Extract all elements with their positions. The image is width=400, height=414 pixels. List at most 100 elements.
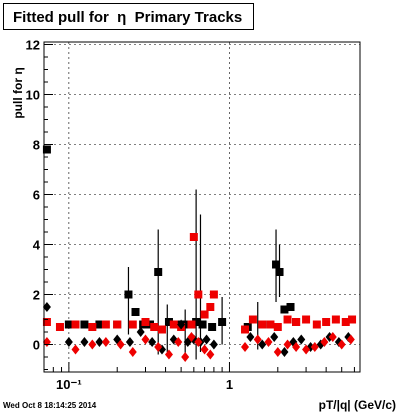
point-diamond — [101, 337, 110, 347]
y-tick-label: 4 — [33, 238, 41, 253]
point-diamond — [80, 337, 89, 347]
point-diamond — [88, 339, 97, 350]
point-square — [206, 303, 215, 311]
point-square — [283, 315, 292, 324]
point-square — [248, 315, 257, 324]
point-square — [266, 320, 275, 329]
data-points — [42, 145, 357, 362]
point-square — [164, 318, 173, 326]
point-square — [286, 303, 295, 311]
point-diamond — [320, 337, 329, 347]
point-diamond — [194, 337, 203, 347]
point-diamond — [264, 337, 273, 347]
y-tick-label: 6 — [33, 188, 40, 203]
point-square — [208, 323, 217, 331]
point-diamond — [187, 332, 196, 342]
point-diamond — [177, 319, 186, 330]
point-square — [71, 320, 80, 329]
point-diamond — [273, 347, 282, 357]
point-square — [341, 318, 350, 326]
point-square — [258, 320, 267, 329]
point-square — [150, 323, 159, 331]
y-tick-label: 12 — [26, 38, 40, 53]
point-diamond — [128, 347, 137, 357]
x-axis-label: pT/|q| (GeV/c) — [318, 398, 396, 412]
point-square — [141, 318, 150, 326]
point-diamond — [116, 339, 125, 350]
point-diamond — [164, 349, 173, 360]
point-square — [189, 233, 198, 241]
y-tick-label: 10 — [26, 88, 40, 103]
point-square — [131, 308, 140, 316]
point-square — [194, 290, 203, 299]
grid-lines — [44, 42, 360, 372]
axis-ticks: 0 2 4 6 8 10 12 10⁻¹ 1 — [26, 38, 355, 392]
point-square — [124, 290, 133, 299]
point-diamond — [125, 337, 134, 347]
point-square — [42, 145, 51, 154]
point-square — [101, 320, 110, 329]
point-diamond — [136, 327, 145, 337]
point-square — [331, 315, 340, 324]
y-tick-label: 8 — [33, 138, 40, 153]
timestamp: Wed Oct 8 18:14:25 2014 — [3, 401, 97, 410]
point-diamond — [302, 344, 311, 355]
y-tick-label: 0 — [33, 338, 40, 353]
point-square — [145, 320, 154, 329]
point-diamond — [337, 339, 346, 350]
x-tick-label: 1 — [226, 377, 233, 392]
point-square — [200, 310, 209, 319]
point-diamond — [297, 334, 306, 345]
point-square — [192, 318, 201, 326]
point-diamond — [253, 334, 262, 345]
point-square — [292, 318, 301, 326]
point-diamond — [270, 332, 279, 342]
point-square — [95, 320, 104, 329]
point-square — [80, 320, 89, 329]
y-tick-label: 2 — [33, 288, 40, 303]
point-diamond — [292, 342, 301, 352]
point-diamond — [246, 332, 255, 342]
point-square — [198, 320, 207, 329]
point-diamond — [280, 347, 289, 357]
point-square — [154, 268, 163, 276]
point-diamond — [258, 339, 267, 350]
point-diamond — [181, 352, 190, 362]
point-square — [55, 323, 64, 331]
point-square — [280, 305, 289, 314]
point-square — [322, 318, 331, 326]
point-diamond — [346, 334, 355, 345]
y-axis-label: pull for η — [11, 67, 25, 119]
x-tick-label: 10⁻¹ — [56, 377, 82, 392]
point-square — [42, 318, 51, 326]
point-square — [157, 325, 166, 334]
error-bars — [127, 189, 281, 360]
point-diamond — [148, 337, 157, 347]
chart-title: Fitted pull for η Primary Tracks — [13, 9, 243, 26]
point-diamond — [310, 342, 319, 352]
title-box: Fitted pull for η Primary Tracks — [3, 3, 254, 30]
point-diamond — [283, 339, 292, 350]
point-square — [187, 320, 196, 329]
point-diamond — [328, 332, 337, 342]
point-diamond — [154, 342, 163, 352]
point-square — [64, 320, 73, 329]
point-diamond — [71, 344, 80, 355]
point-square — [302, 315, 311, 324]
point-diamond — [202, 334, 211, 345]
point-diamond — [174, 337, 183, 347]
point-diamond — [95, 337, 104, 347]
point-square — [241, 325, 250, 334]
point-square — [169, 320, 178, 329]
point-square — [209, 290, 218, 299]
point-square — [275, 268, 284, 276]
point-square — [218, 318, 227, 326]
point-square — [128, 320, 137, 329]
point-square — [348, 315, 357, 324]
point-square — [113, 320, 122, 329]
point-square — [88, 323, 97, 331]
point-square — [273, 323, 282, 331]
point-diamond — [209, 339, 218, 350]
point-square — [272, 260, 281, 269]
